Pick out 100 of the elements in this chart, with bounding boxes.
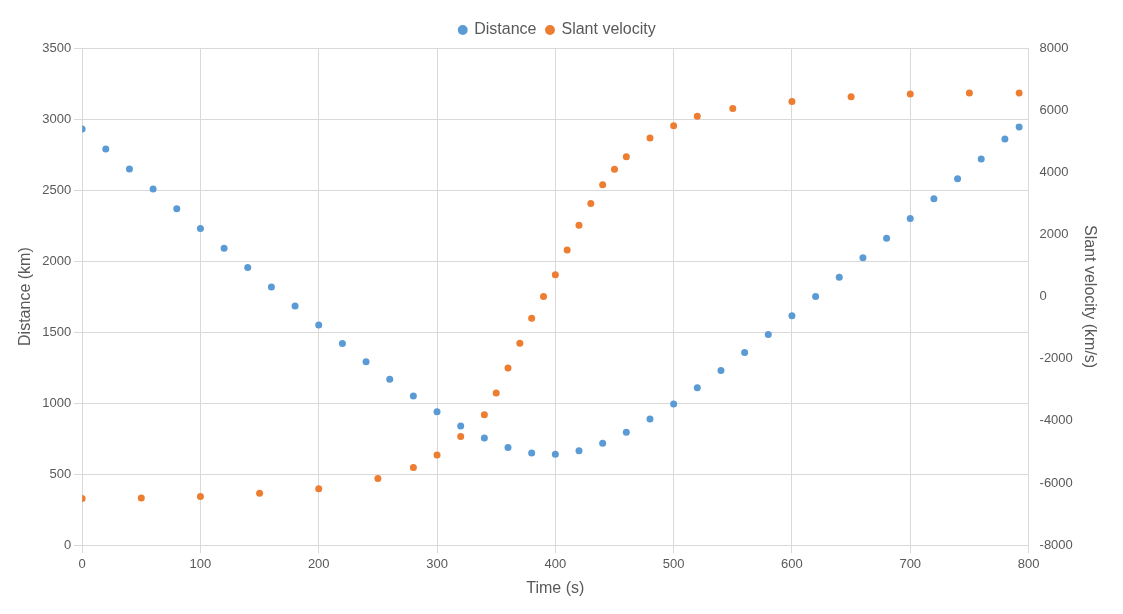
y-tick-label: 3500 bbox=[42, 39, 72, 55]
point bbox=[374, 474, 382, 482]
point bbox=[480, 411, 488, 419]
point bbox=[480, 434, 488, 442]
point bbox=[315, 321, 323, 329]
x-axis-title: Time (s) bbox=[526, 578, 585, 596]
point bbox=[646, 415, 654, 423]
y2-tick-label: 4000 bbox=[1039, 163, 1069, 179]
legend-label: Distance bbox=[474, 20, 537, 38]
point bbox=[528, 449, 536, 457]
point bbox=[835, 273, 843, 281]
point bbox=[504, 443, 512, 451]
point bbox=[587, 199, 595, 207]
x-tick-label: 200 bbox=[307, 555, 330, 571]
y2-tick-label: 6000 bbox=[1039, 101, 1069, 117]
point bbox=[137, 494, 145, 502]
point bbox=[551, 271, 559, 279]
point bbox=[859, 254, 867, 262]
y2-tick-label: -2000 bbox=[1039, 350, 1073, 366]
point bbox=[847, 93, 855, 101]
point bbox=[291, 302, 299, 310]
point bbox=[622, 428, 630, 436]
y2-tick-label: 2000 bbox=[1039, 226, 1069, 242]
point bbox=[504, 364, 512, 372]
point bbox=[954, 175, 962, 183]
point bbox=[741, 349, 749, 357]
point bbox=[1001, 135, 1009, 143]
x-tick-label: 400 bbox=[544, 555, 567, 571]
point bbox=[220, 244, 228, 252]
point bbox=[930, 195, 938, 203]
y-tick-label: 2500 bbox=[42, 181, 72, 197]
point bbox=[646, 134, 654, 142]
point bbox=[102, 145, 110, 153]
point bbox=[575, 447, 583, 455]
x-tick-label: 500 bbox=[662, 555, 685, 571]
point bbox=[670, 122, 678, 130]
point bbox=[338, 340, 346, 348]
point bbox=[315, 485, 323, 493]
point bbox=[149, 185, 157, 193]
point bbox=[528, 314, 536, 322]
point bbox=[267, 283, 275, 291]
point bbox=[492, 389, 500, 397]
point bbox=[622, 153, 630, 161]
y-tick-label: 500 bbox=[49, 465, 72, 481]
point bbox=[965, 89, 973, 97]
point bbox=[883, 234, 891, 242]
point bbox=[599, 439, 607, 447]
y-tick-label: 2000 bbox=[42, 252, 72, 268]
point bbox=[244, 264, 252, 272]
point bbox=[516, 339, 524, 347]
y2-tick-label: 0 bbox=[1039, 288, 1047, 304]
y-tick-label: 3000 bbox=[42, 110, 72, 126]
y2-tick-label: 8000 bbox=[1039, 39, 1069, 55]
point bbox=[812, 293, 820, 301]
y-tick-label: 1000 bbox=[42, 394, 72, 410]
point bbox=[717, 366, 725, 374]
point bbox=[256, 489, 264, 497]
point bbox=[457, 422, 465, 430]
point bbox=[575, 221, 583, 229]
point bbox=[540, 293, 548, 301]
point bbox=[906, 215, 914, 223]
point bbox=[670, 400, 678, 408]
point bbox=[409, 392, 417, 400]
point bbox=[196, 492, 204, 500]
x-tick-label: 600 bbox=[781, 555, 803, 571]
point bbox=[788, 312, 796, 320]
point bbox=[409, 464, 417, 472]
point bbox=[1015, 89, 1023, 97]
y-tick-label: 1500 bbox=[42, 323, 72, 339]
point bbox=[906, 90, 914, 98]
y2-tick-label: -6000 bbox=[1039, 474, 1073, 490]
point bbox=[173, 205, 181, 213]
point bbox=[693, 384, 701, 392]
point bbox=[386, 375, 394, 383]
x-tick-label: 300 bbox=[426, 555, 448, 571]
legend-label: Slant velocity bbox=[561, 20, 656, 38]
point bbox=[599, 181, 607, 189]
x-tick-label: 800 bbox=[1017, 555, 1040, 571]
point bbox=[1015, 123, 1023, 131]
point bbox=[196, 224, 204, 232]
point bbox=[551, 450, 559, 458]
y2-tick-label: -8000 bbox=[1039, 536, 1073, 552]
point bbox=[764, 330, 772, 338]
point bbox=[457, 432, 465, 440]
point bbox=[610, 165, 618, 173]
y2-tick-label: -4000 bbox=[1039, 412, 1073, 428]
point bbox=[729, 105, 737, 113]
point bbox=[125, 165, 133, 173]
y-tick-label: 0 bbox=[63, 536, 72, 552]
point bbox=[977, 155, 985, 163]
y-axis-title: Distance (km) bbox=[16, 247, 34, 346]
point bbox=[693, 112, 701, 120]
point bbox=[433, 451, 441, 459]
x-tick-label: 100 bbox=[189, 555, 212, 571]
point bbox=[362, 358, 370, 366]
y2-axis-title: Slant velocity (km/s) bbox=[1081, 225, 1099, 369]
point bbox=[788, 97, 796, 105]
point bbox=[433, 408, 441, 416]
x-tick-label: 700 bbox=[899, 555, 922, 571]
point bbox=[563, 246, 571, 254]
